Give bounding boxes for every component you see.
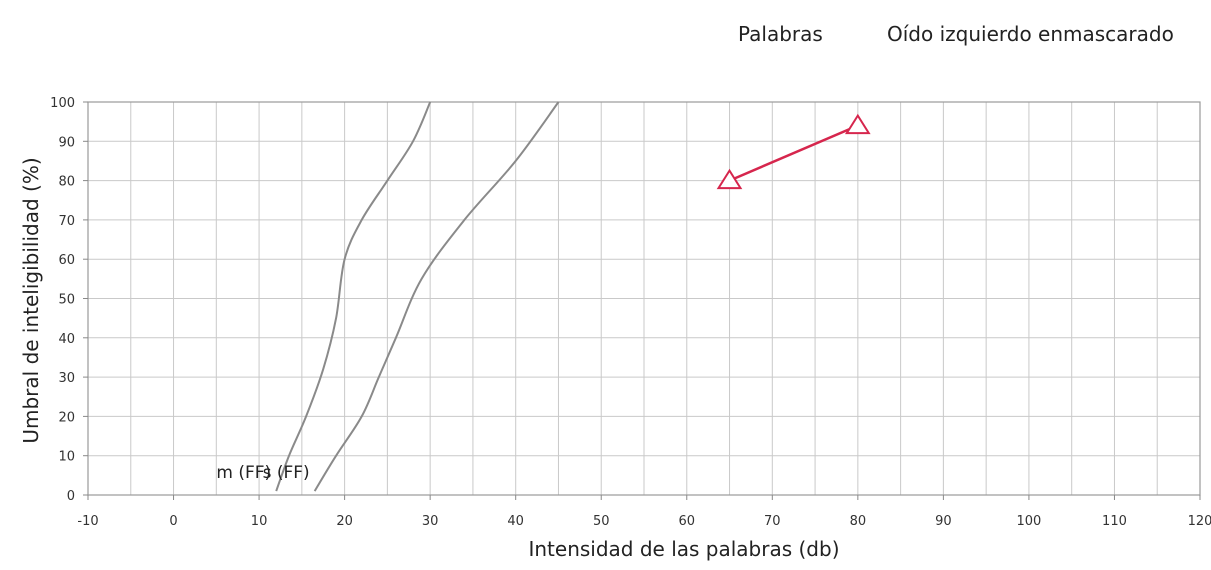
x-tick-label: 80 (850, 514, 867, 529)
curve-s-ff (313, 101, 560, 492)
curve-m-ff (275, 101, 432, 492)
y-axis-ticks: 0 10 20 30 40 50 60 70 80 90 100 (50, 96, 88, 504)
x-tick-label: 40 (507, 514, 524, 529)
curve-label-s-ff: s (FF) (263, 463, 310, 483)
header-words-label: Palabras (738, 22, 823, 46)
y-tick-label: 60 (58, 253, 75, 268)
x-tick-label: 0 (169, 514, 177, 529)
grid (87, 101, 1201, 496)
x-tick-label: 30 (422, 514, 439, 529)
y-tick-label: 90 (58, 135, 75, 150)
x-tick-label: 60 (678, 514, 695, 529)
y-tick-label: 50 (58, 293, 75, 308)
series-group: m (FF)s (FF) (216, 101, 871, 492)
header-ear-label: Oído izquierdo enmascarado (887, 22, 1174, 46)
y-tick-label: 70 (58, 214, 75, 229)
y-tick-label: 30 (58, 371, 75, 386)
series-line-red (729, 124, 859, 182)
y-tick-label: 100 (50, 96, 75, 111)
x-axis-title: Intensidad de las palabras (db) (528, 537, 839, 561)
y-tick-label: 10 (58, 450, 75, 465)
x-axis-ticks: -10 0 10 20 30 40 50 60 70 80 90 100 110 120 (77, 495, 1211, 529)
x-tick-label: 120 (1188, 514, 1211, 529)
x-tick-label: 70 (764, 514, 781, 529)
y-tick-label: 0 (67, 489, 75, 504)
x-tick-label: 110 (1102, 514, 1127, 529)
triangle-marker (844, 113, 871, 135)
x-tick-label: 50 (593, 514, 610, 529)
y-axis-title: Umbral de inteligibilidad (%) (19, 157, 43, 443)
x-tick-label: -10 (77, 514, 98, 529)
y-tick-label: 40 (58, 332, 75, 347)
x-tick-label: 100 (1017, 514, 1042, 529)
triangle-marker (716, 168, 743, 190)
curve-label-m-ff: m (FF) (216, 463, 271, 483)
y-tick-label: 20 (58, 410, 75, 425)
x-tick-label: 20 (336, 514, 353, 529)
y-tick-label: 80 (58, 175, 75, 190)
x-tick-label: 90 (935, 514, 952, 529)
x-tick-label: 10 (251, 514, 268, 529)
